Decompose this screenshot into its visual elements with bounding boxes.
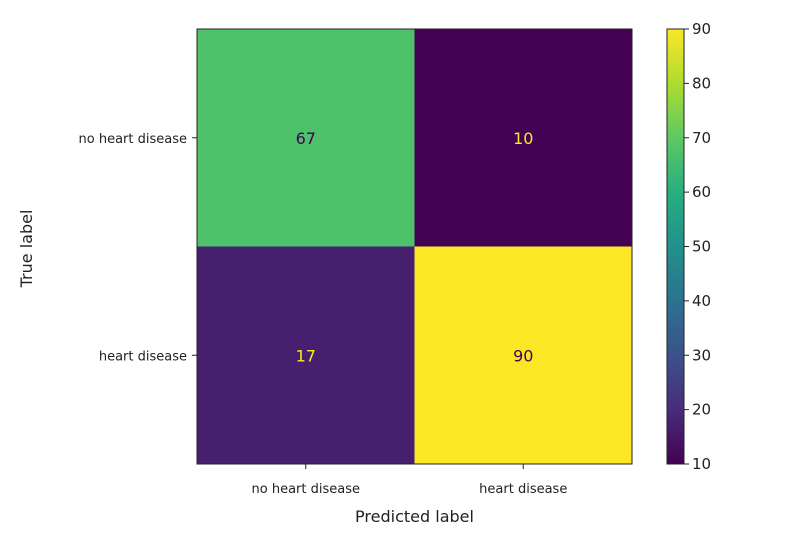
x-tick-label: no heart disease [252,482,360,497]
cell-value-label: 17 [296,346,316,365]
heatmap-cell [197,29,415,247]
cell-value-labels: 67 10 17 90 [296,129,534,366]
x-axis-ticks: no heart disease heart disease [252,464,567,497]
y-tick-label: no heart disease [79,132,187,147]
colorbar-tick-label: 10 [692,455,711,473]
cell-value-label: 90 [513,346,533,365]
y-tick-label: heart disease [99,349,187,364]
colorbar-tick-label: 40 [692,292,711,310]
colorbar-tick-label: 30 [692,346,711,364]
y-axis-label: True label [17,210,36,289]
x-tick-label: heart disease [479,482,567,497]
colorbar-tick-label: 70 [692,129,711,147]
colorbar-tick-label: 20 [692,401,711,419]
colorbar-ticks: 10 20 30 40 50 60 70 80 90 [684,20,711,473]
y-axis-ticks: no heart disease heart disease [79,132,197,364]
x-axis-label: Predicted label [355,507,474,526]
colorbar-tick-label: 60 [692,183,711,201]
colorbar-tick-label: 90 [692,20,711,38]
cell-value-label: 10 [513,129,533,148]
cell-value-label: 67 [296,129,316,148]
heatmap-cell [414,246,632,464]
heatmap-cells [197,29,632,464]
matrix-frame [196,28,633,465]
heatmap-cell [197,246,415,464]
colorbar-tick-label: 50 [692,238,711,256]
colorbar-tick-label: 80 [692,74,711,92]
heatmap-cell [414,29,632,247]
colorbar [666,28,685,465]
